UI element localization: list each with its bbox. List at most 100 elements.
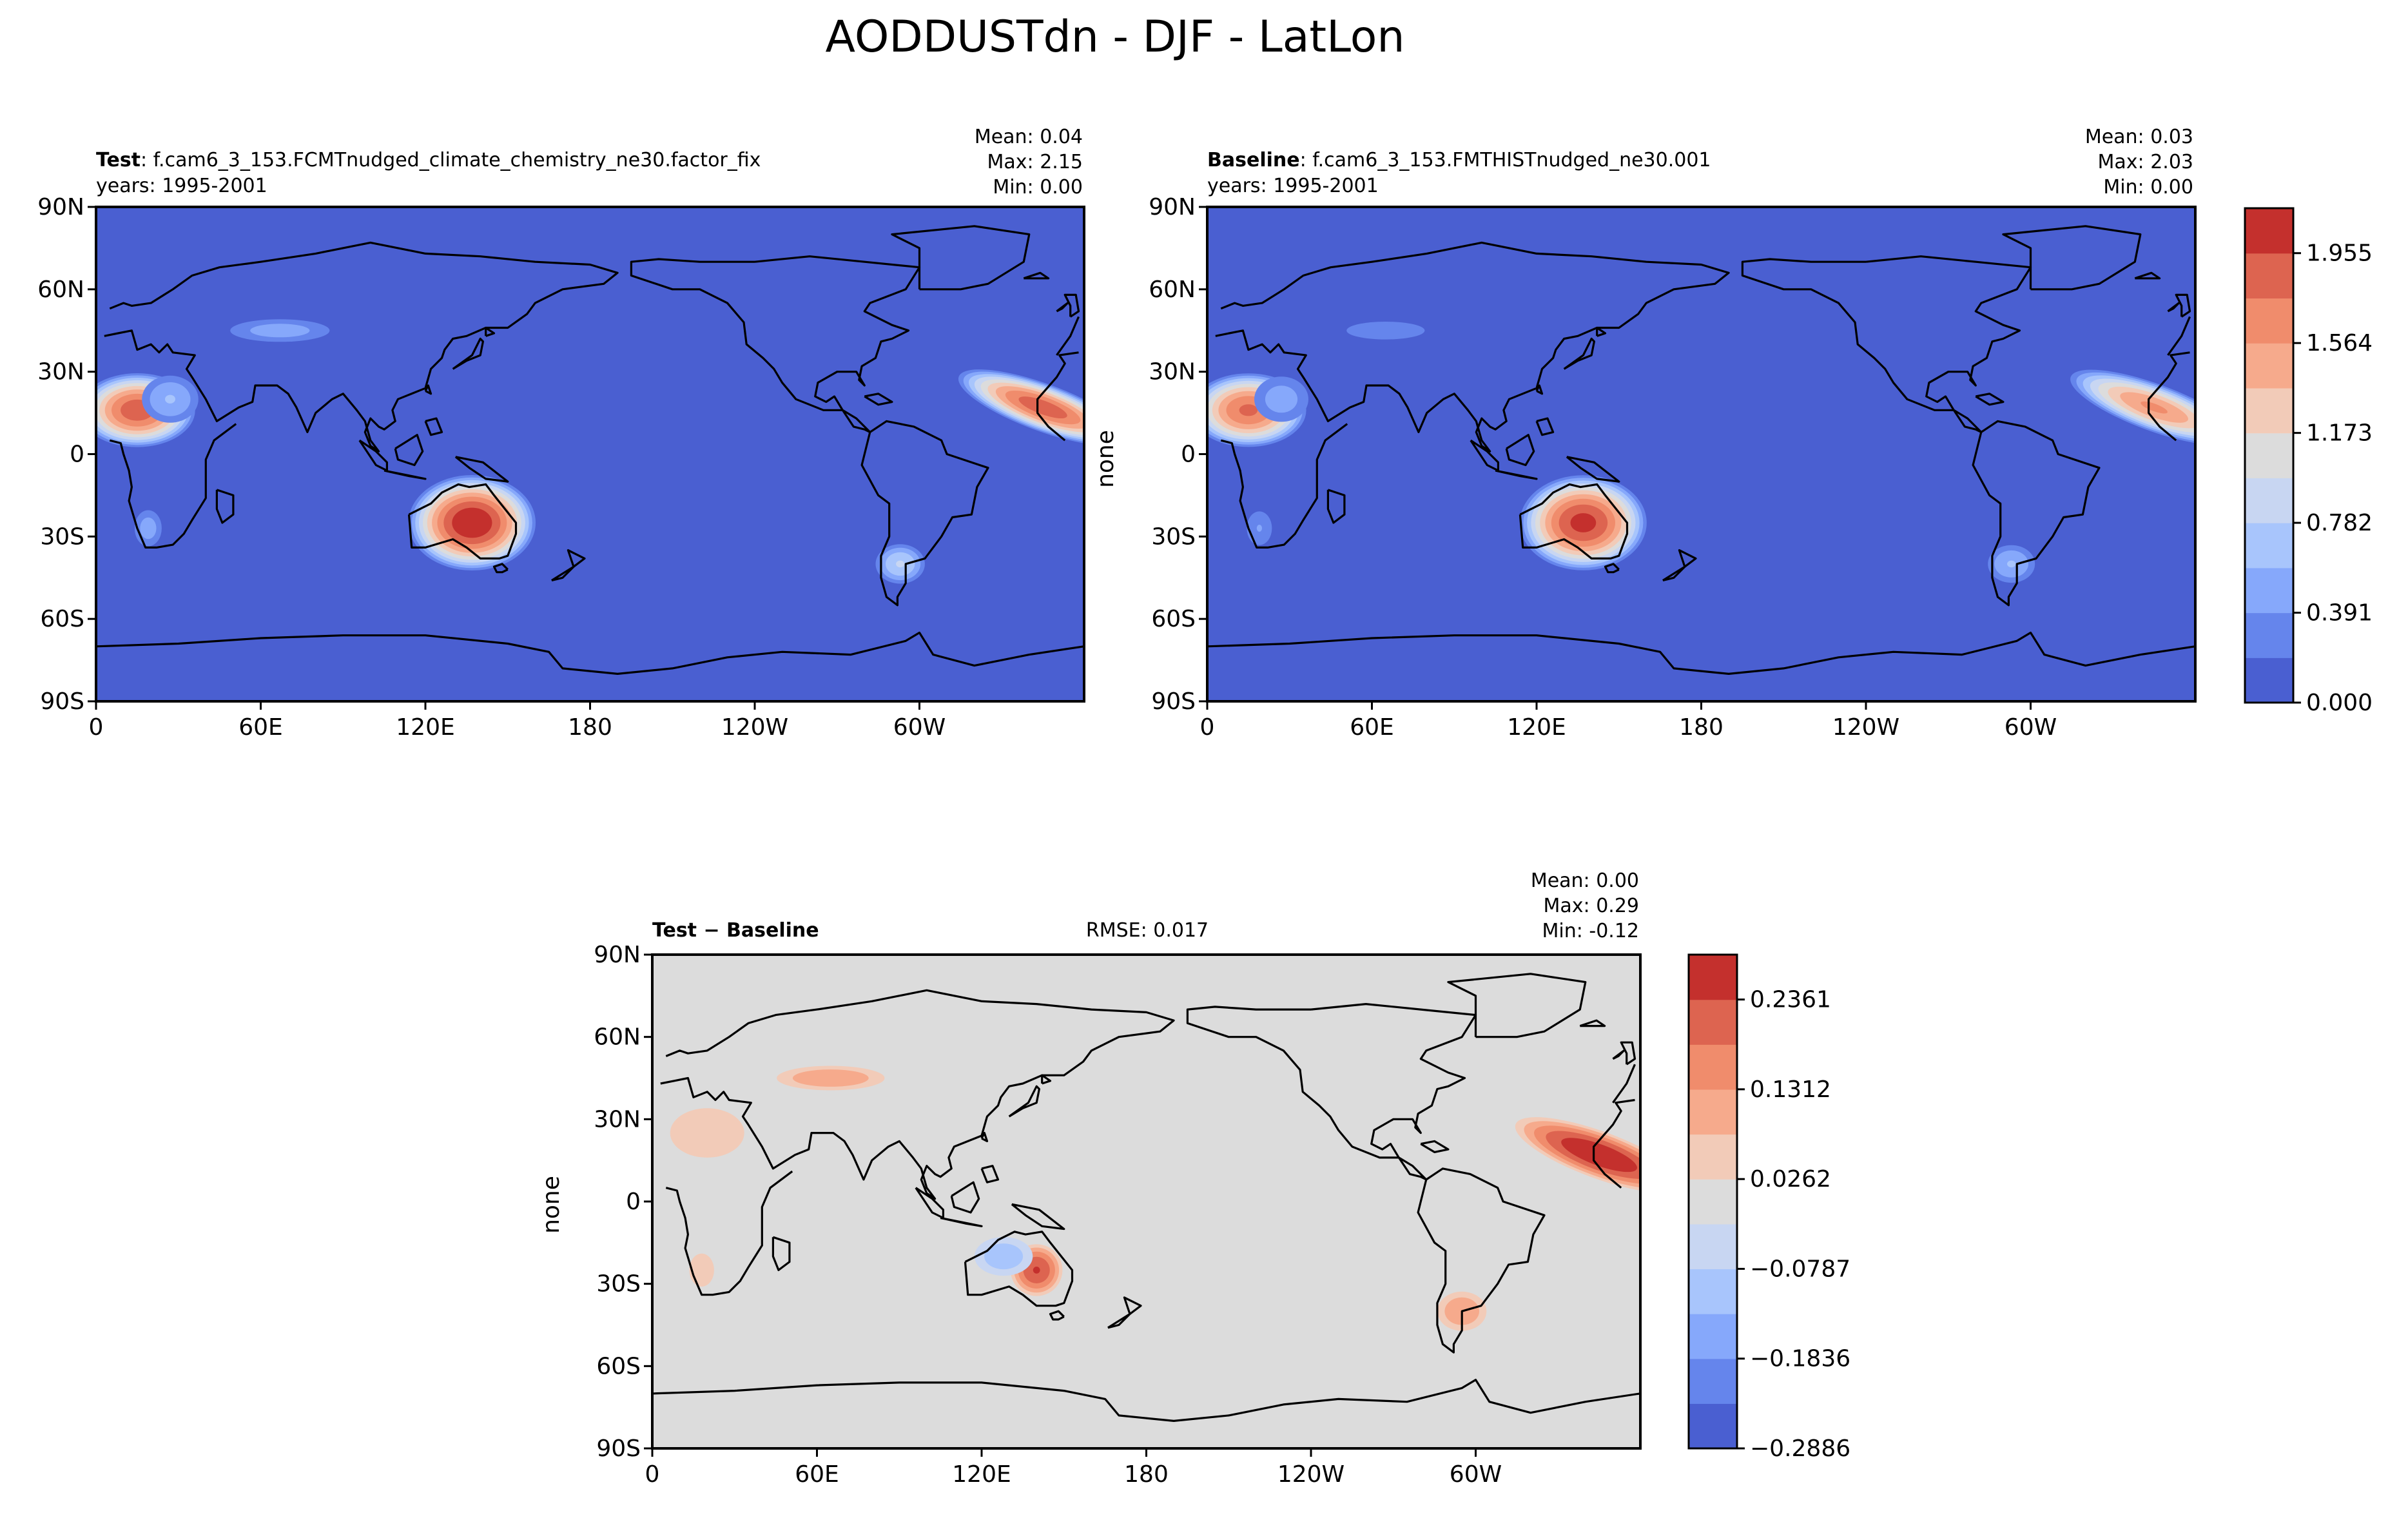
coastline-segment-19 (1975, 393, 2005, 406)
coastline-segment-4 (384, 469, 427, 480)
test-label-rest: : f.cam6_3_153.FCMTnudged_climate_chemis… (141, 149, 761, 171)
colorbar-swatch-3 (2245, 523, 2293, 569)
coastline-segment-17 (1535, 384, 1544, 395)
lon-tick-label: 180 (1124, 1461, 1169, 1488)
coastline-segment-10 (2167, 302, 2180, 313)
colorbar-swatch-6 (1689, 1134, 1737, 1180)
baseline-ylabel: none (1092, 430, 1119, 488)
colorbar-swatch-3 (1689, 1269, 1737, 1314)
coastline-segment-8 (1563, 337, 1595, 370)
test-years: years: 1995-2001 (96, 175, 267, 197)
colorbar-tick-label: 0.2361 (1750, 987, 1831, 1013)
lat-tick-label: 60N (37, 277, 84, 303)
baseline-coastlines (1207, 225, 2195, 675)
diff-stat-max: Max: 0.29 (1544, 895, 1639, 917)
coastline-segment-9 (1041, 1074, 1052, 1085)
colorbar-tick-label: −0.0787 (1750, 1256, 1850, 1282)
coastline-segment-18 (1535, 417, 1555, 436)
colorbar-tick-label: 1.564 (2306, 330, 2373, 356)
field-feature-6-level-7 (2141, 401, 2168, 414)
baseline-label-rest: : f.cam6_3_153.FMTHISTnudged_ne30.001 (1300, 149, 1711, 171)
coastline-segment-12 (1579, 1019, 1606, 1027)
colorbar-swatch-1 (2245, 612, 2293, 658)
lat-tick-label: 30S (596, 1271, 641, 1298)
colorbar-tick-label: −0.1836 (1750, 1346, 1850, 1372)
coastline-segment-1 (215, 489, 235, 524)
lon-tick-label: 60E (795, 1461, 839, 1488)
coastline-segment-12 (1023, 271, 1050, 280)
coastline-segment-0 (1215, 241, 2191, 549)
field-feature-1-level-1 (1265, 385, 1298, 413)
field-feature-3-level-4 (1033, 1267, 1040, 1274)
lon-tick-label: 120E (1507, 714, 1566, 741)
colorbar-swatch-10 (2245, 208, 2293, 254)
test-stat-min: Min: 0.00 (993, 176, 1083, 199)
baseline-stat-mean: Mean: 0.03 (2085, 126, 2193, 148)
field-feature-2-level-0 (1346, 322, 1425, 340)
colorbar-swatch-2 (1689, 1314, 1737, 1359)
coastline-segment-13 (891, 225, 1031, 291)
test-panel: Test: f.cam6_3_153.FCMTnudged_climate_ch… (37, 126, 1085, 741)
figure-title: AODDUSTdn - DJF - LatLon (826, 12, 1405, 63)
field-feature-5-level-2 (2007, 560, 2016, 568)
coastline-segment-7 (1107, 1296, 1142, 1329)
colorbar-swatch-0 (1689, 1403, 1737, 1449)
coastline-segment-11 (1063, 293, 1080, 318)
coastline-segment-16 (1049, 1310, 1065, 1321)
coastline-segment-9 (485, 326, 496, 337)
colorbar-frame (2244, 207, 2295, 704)
main-colorbar: 0.000 0.391 0.782 1.173 1.564 1.955 (2244, 207, 2373, 716)
lon-tick-label: 180 (1679, 714, 1723, 741)
colorbar-swatch-9 (2245, 253, 2293, 299)
coastline-segment-2 (407, 483, 518, 560)
colorbar-swatch-10 (1689, 955, 1737, 1000)
coastline-segment-5 (394, 434, 424, 467)
coastline-segment-0 (104, 241, 1080, 549)
lat-tick-label: 90S (596, 1435, 641, 1462)
colorbar-swatch-7 (2245, 343, 2293, 389)
coastline-segment-2 (964, 1231, 1074, 1307)
lat-tick-label: 60S (1151, 606, 1196, 632)
coastline-segment-18 (980, 1165, 1000, 1183)
field-feature-6-level-4 (1561, 1138, 1637, 1173)
lon-tick-label: 60W (2005, 714, 2057, 741)
colorbar-tick-label: 0.391 (2306, 600, 2373, 627)
lat-tick-label: 60N (1149, 277, 1196, 303)
colorbar-tick-label: 0.782 (2306, 510, 2373, 536)
coastline-segment-14 (1186, 1003, 1546, 1354)
colorbar-swatch-4 (1689, 1223, 1737, 1270)
baseline-years: years: 1995-2001 (1207, 175, 1379, 197)
field-feature-2-level-0 (689, 1253, 714, 1287)
field-feature-0-level-1 (792, 1069, 869, 1087)
field-feature-0-level-8 (1239, 404, 1258, 416)
coastline-segment-5 (1505, 434, 1535, 467)
coastline-segment-9 (1596, 326, 1607, 337)
coastline-segment-15 (652, 1379, 1640, 1422)
coastline-segment-1 (1326, 489, 1346, 524)
lat-tick-label: 90S (1151, 688, 1196, 715)
lat-tick-label: 0 (70, 442, 84, 468)
test-label-bold: Test (96, 149, 141, 171)
diff-label: Test − Baseline (652, 919, 819, 942)
baseline-stat-min: Min: 0.00 (2103, 176, 2193, 199)
lat-tick-label: 90N (1149, 194, 1196, 220)
coastline-segment-15 (1207, 631, 2195, 675)
lat-tick-label: 0 (626, 1189, 641, 1215)
colorbar-swatch-9 (1689, 999, 1737, 1045)
lat-tick-label: 0 (1181, 442, 1196, 468)
coastline-segment-0 (660, 989, 1636, 1296)
colorbar-frame (1687, 953, 1738, 1450)
coastline-segment-12 (2134, 271, 2161, 280)
coastline-segment-8 (1008, 1085, 1040, 1118)
colorbar-swatch-4 (2245, 478, 2293, 523)
lon-tick-label: 120W (721, 714, 788, 741)
coastline-segment-16 (492, 563, 509, 574)
coastline-segment-7 (1662, 549, 1697, 582)
coastline-segment-14 (1741, 255, 2101, 607)
coastline-segment-19 (864, 393, 893, 406)
coastline-segment-18 (424, 417, 443, 436)
test-stat-mean: Mean: 0.04 (975, 126, 1083, 148)
colorbar-swatch-8 (1689, 1044, 1737, 1090)
lat-tick-label: 90S (40, 688, 84, 715)
